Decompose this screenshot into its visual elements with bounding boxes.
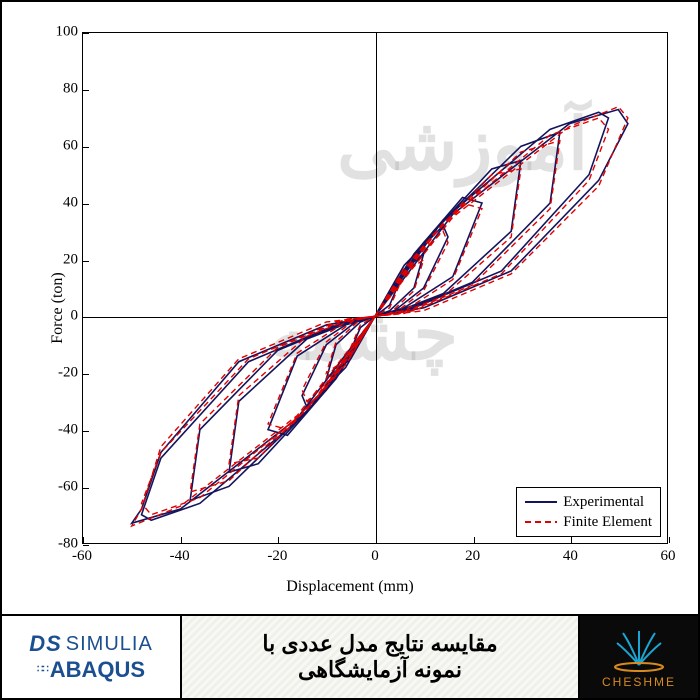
simulia-logo: DS SIMULIA <box>29 631 153 657</box>
footer-title-cell: مقایسه نتایج مدل عددی با نمونه آزمایشگاه… <box>182 616 580 698</box>
series-finite-element <box>132 107 628 526</box>
legend: Experimental Finite Element <box>516 487 661 537</box>
abaqus-text: ABAQUS <box>50 657 145 683</box>
y-tick <box>83 488 89 489</box>
abaqus-logo: ∷∷ ABAQUS <box>37 657 145 683</box>
footer: DS SIMULIA ∷∷ ABAQUS مقایسه نتایج مدل عد… <box>2 614 698 698</box>
footer-title-line1: مقایسه نتایج مدل عددی با <box>262 631 497 657</box>
y-tick-label: 60 <box>38 137 78 154</box>
legend-label-experimental: Experimental <box>563 494 644 511</box>
y-tick-label: 80 <box>38 80 78 97</box>
abaqus-dots-icon: ∷∷ <box>37 667 48 673</box>
x-tick <box>474 537 475 543</box>
legend-label-finite-element: Finite Element <box>563 514 652 531</box>
x-tick <box>278 537 279 543</box>
legend-row-finite-element: Finite Element <box>525 512 652 532</box>
x-tick-label: 0 <box>371 548 379 565</box>
y-tick-label: 0 <box>38 308 78 325</box>
footer-software-cell: DS SIMULIA ∷∷ ABAQUS <box>2 616 182 698</box>
x-tick-label: 40 <box>563 548 578 565</box>
y-tick <box>83 90 89 91</box>
x-tick-label: -40 <box>170 548 190 565</box>
y-tick-label: 100 <box>38 24 78 41</box>
x-tick <box>376 537 377 543</box>
y-tick <box>83 204 89 205</box>
x-axis-label: Displacement (mm) <box>286 578 414 596</box>
y-tick-label: -60 <box>38 479 78 496</box>
footer-cheshme-cell: CHESHME <box>580 616 698 698</box>
legend-swatch-finite-element <box>525 521 557 523</box>
x-tick-label: 20 <box>465 548 480 565</box>
cheshme-fountain-icon <box>609 625 669 673</box>
y-tick <box>83 33 89 34</box>
x-tick <box>181 537 182 543</box>
x-tick <box>83 537 84 543</box>
y-tick-label: 20 <box>38 251 78 268</box>
y-tick-label: -40 <box>38 422 78 439</box>
simulia-text: SIMULIA <box>66 633 153 656</box>
legend-row-experimental: Experimental <box>525 492 652 512</box>
figure-frame: آموزشی چشمه Experimental Finite Element … <box>0 0 700 700</box>
x-tick-label: -60 <box>72 548 92 565</box>
cheshme-text: CHESHME <box>602 675 676 689</box>
y-tick-label: -20 <box>38 365 78 382</box>
x-tick <box>571 537 572 543</box>
y-tick-label: 40 <box>38 194 78 211</box>
footer-title-line2: نمونه آزمایشگاهی <box>298 657 462 683</box>
x-tick-label: -20 <box>267 548 287 565</box>
y-tick <box>83 545 89 546</box>
ds-prefix: DS <box>29 631 62 657</box>
chart-border: Experimental Finite Element <box>82 32 668 544</box>
x-tick-label: 60 <box>661 548 676 565</box>
y-tick <box>83 147 89 148</box>
chart-area: آموزشی چشمه Experimental Finite Element … <box>2 2 698 614</box>
y-tick <box>83 374 89 375</box>
y-tick <box>83 261 89 262</box>
x-tick <box>669 537 670 543</box>
plot-svg <box>83 33 667 543</box>
y-tick <box>83 431 89 432</box>
legend-swatch-experimental <box>525 501 557 503</box>
y-tick <box>83 317 89 318</box>
